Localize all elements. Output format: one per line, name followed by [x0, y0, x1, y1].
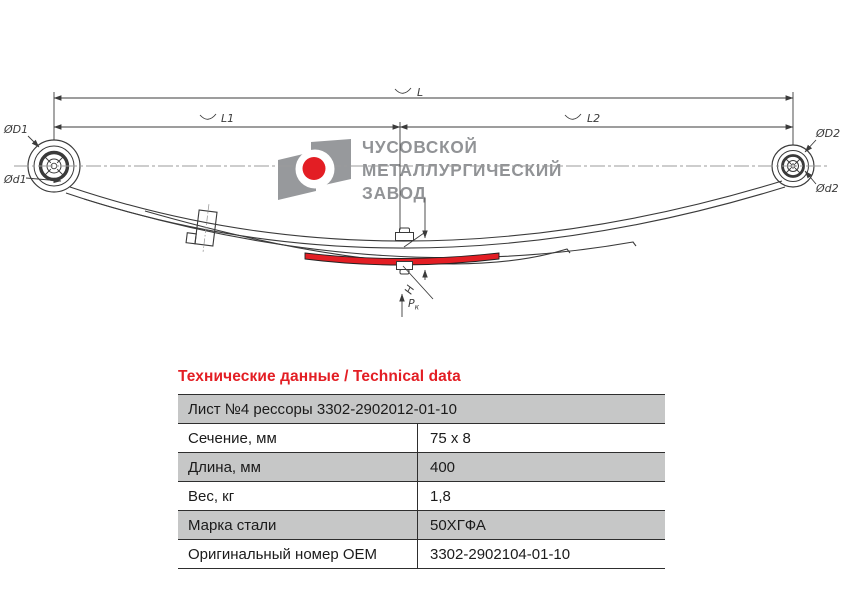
table-row-part-name: Лист №4 рессоры 3302-2902012-01-10: [178, 394, 665, 423]
spring-clamp: [185, 204, 218, 252]
label-D2: ØD2: [815, 127, 840, 140]
dimension-labels: L L1 L2 H Pк ØD1 Ød1 ØD2 Ød2: [3, 86, 840, 312]
row-label: Оригинальный номер OEM: [188, 545, 378, 563]
row-label: Вес, кг: [188, 487, 235, 505]
row-value: 75 x 8: [417, 424, 665, 452]
row-label: Марка стали: [188, 516, 277, 534]
part-name: Лист №4 рессоры 3302-2902012-01-10: [188, 400, 457, 418]
table-row-oem-number: Оригинальный номер OEM 3302-2902104-01-1…: [178, 539, 665, 568]
table-row-weight: Вес, кг 1,8: [178, 481, 665, 510]
technical-data-section: Технические данные / Technical data Лист…: [178, 368, 665, 569]
leader-d2: [804, 170, 817, 185]
label-D1: ØD1: [3, 123, 28, 136]
table-row-length: Длина, мм 400: [178, 452, 665, 481]
leader-D1: [27, 135, 40, 148]
row-value: 1,8: [417, 482, 665, 510]
leader-D2: [804, 139, 817, 153]
row-value: 3302-2902104-01-10: [417, 540, 665, 568]
spec-table: Лист №4 рессоры 3302-2902012-01-10 Сечен…: [178, 394, 665, 569]
row-value: 400: [417, 453, 665, 481]
label-d1: Ød1: [3, 173, 27, 186]
left-eye-spokes: [44, 156, 64, 176]
label-L: L: [417, 86, 423, 99]
row-value: 50ХГФА: [417, 511, 665, 539]
table-row-steel-grade: Марка стали 50ХГФА: [178, 510, 665, 539]
logo-line-3: ЗАВОД: [362, 183, 427, 203]
arc-symbol-L: [394, 87, 412, 94]
leader-d1: [25, 177, 62, 184]
second-leaf: [83, 198, 637, 259]
bolt-nut-top: [395, 232, 414, 241]
table-title: Технические данные / Technical data: [178, 368, 461, 385]
row-label: Длина, мм: [188, 458, 261, 476]
logo-line-1: ЧУСОВСКОЙ: [362, 137, 478, 157]
label-d2: Ød2: [815, 182, 839, 195]
label-L2: L2: [587, 112, 600, 125]
row-label: Сечение, мм: [188, 429, 277, 447]
right-eye-spokes: [785, 158, 801, 174]
logo-circle-red: [302, 157, 326, 180]
label-Pk: Pк: [408, 297, 420, 312]
leaf-spring-drawing: ЧУСОВСКОЙ МЕТАЛЛУРГИЧЕСКИЙ ЗАВОД: [3, 86, 840, 317]
center-bolt: [395, 227, 414, 275]
dimensions: [25, 87, 817, 317]
highlighted-leaf-4: [304, 252, 500, 266]
arc-symbol-L1: [199, 113, 217, 120]
label-L1: L1: [221, 112, 234, 125]
logo-line-2: МЕТАЛЛУРГИЧЕСКИЙ: [362, 160, 562, 180]
arc-symbol-L2: [564, 113, 582, 120]
label-H: H: [402, 283, 417, 296]
logo-text: ЧУСОВСКОЙ МЕТАЛЛУРГИЧЕСКИЙ ЗАВОД: [362, 137, 562, 203]
table-row-section: Сечение, мм 75 x 8: [178, 423, 665, 452]
